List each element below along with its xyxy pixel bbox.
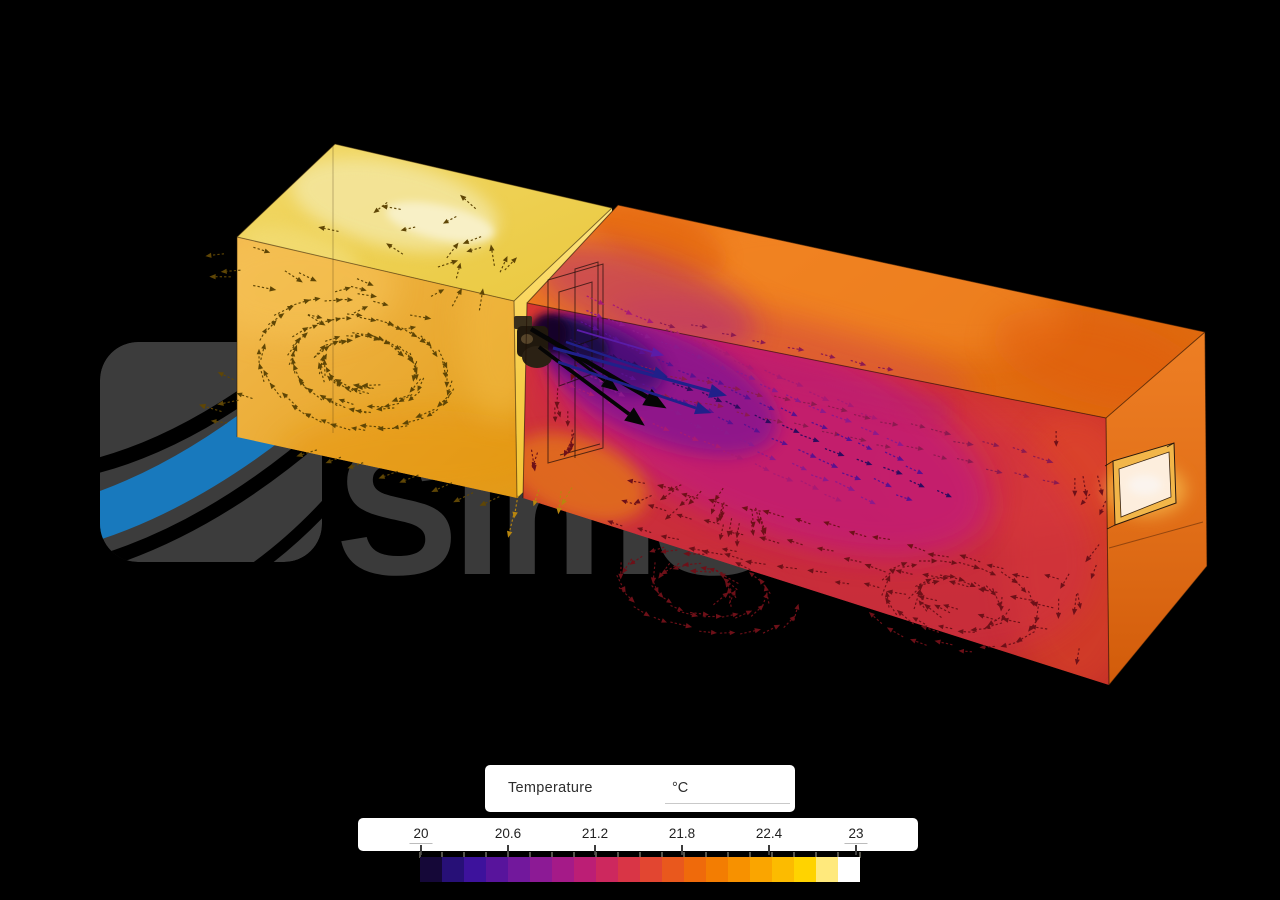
legend-tick-label: 20.6 [494,826,522,841]
legend-tick [681,845,683,855]
legend-tick-label[interactable]: 20 [409,826,433,844]
colorbar-tick [463,852,465,858]
colorbar-swatch [684,857,706,882]
right-box-edges [522,204,1208,686]
colorbar-tick [771,852,773,858]
colorbar-tick [617,852,619,858]
colorbar-swatch [618,857,640,882]
colorbar-swatch [662,857,684,882]
left-box-edges [236,143,614,499]
colorbar-tick [661,852,663,858]
legend-unit-field[interactable]: °C [665,773,790,804]
legend-tick [420,845,422,855]
colorbar-swatch [530,857,552,882]
colorbar-swatch [640,857,662,882]
colorbar-swatch [508,857,530,882]
colorbar-swatch [464,857,486,882]
colorbar-swatch [552,857,574,882]
colorbar-tick [793,852,795,858]
colorbar-tick [683,852,685,858]
colorbar-tick [441,852,443,858]
legend-tick-label[interactable]: 23 [844,826,868,844]
legend-tick [855,845,857,855]
legend-title: Temperature [508,780,593,796]
colorbar-tick [639,852,641,858]
colorbar-tick [705,852,707,858]
colorbar-swatch [750,857,772,882]
colorbar-tick [507,852,509,858]
colorbar-swatch [706,857,728,882]
legend-tick [507,845,509,855]
outlet-vent [1104,442,1186,530]
colorbar-swatch [442,857,464,882]
inlet-jet-arrows [529,327,727,426]
velocity-vector-arrows [199,194,1107,665]
colorbar-tick [529,852,531,858]
temperature-colorbar [420,857,860,882]
legend-tick-label: 22.4 [755,826,783,841]
colorbar-tick [595,852,597,858]
legend-title-panel: Temperature °C [485,765,795,812]
colorbar-swatch [420,857,442,882]
legend-scale-panel: 20 20.6 21.2 21.8 22.4 23 [358,818,918,851]
legend-tick-label: 21.2 [581,826,609,841]
colorbar-swatch [816,857,838,882]
colorbar-tick [485,852,487,858]
colorbar-tick [837,852,839,858]
legend-tick [768,845,770,855]
colorbar-tick [727,852,729,858]
colorbar-swatch [596,857,618,882]
legend-tick-label: 21.8 [668,826,696,841]
colorbar-tick [551,852,553,858]
colorbar-swatch [728,857,750,882]
colorbar-tick [859,852,861,858]
legend-tick [594,845,596,855]
colorbar-swatch [838,857,860,882]
colorbar-swatch [794,857,816,882]
colorbar-tick [573,852,575,858]
colorbar-tick [815,852,817,858]
colorbar-tick [749,852,751,858]
colorbar-swatch [486,857,508,882]
colorbar-swatch [574,857,596,882]
colorbar-tick [419,852,421,858]
colorbar-swatch [772,857,794,882]
